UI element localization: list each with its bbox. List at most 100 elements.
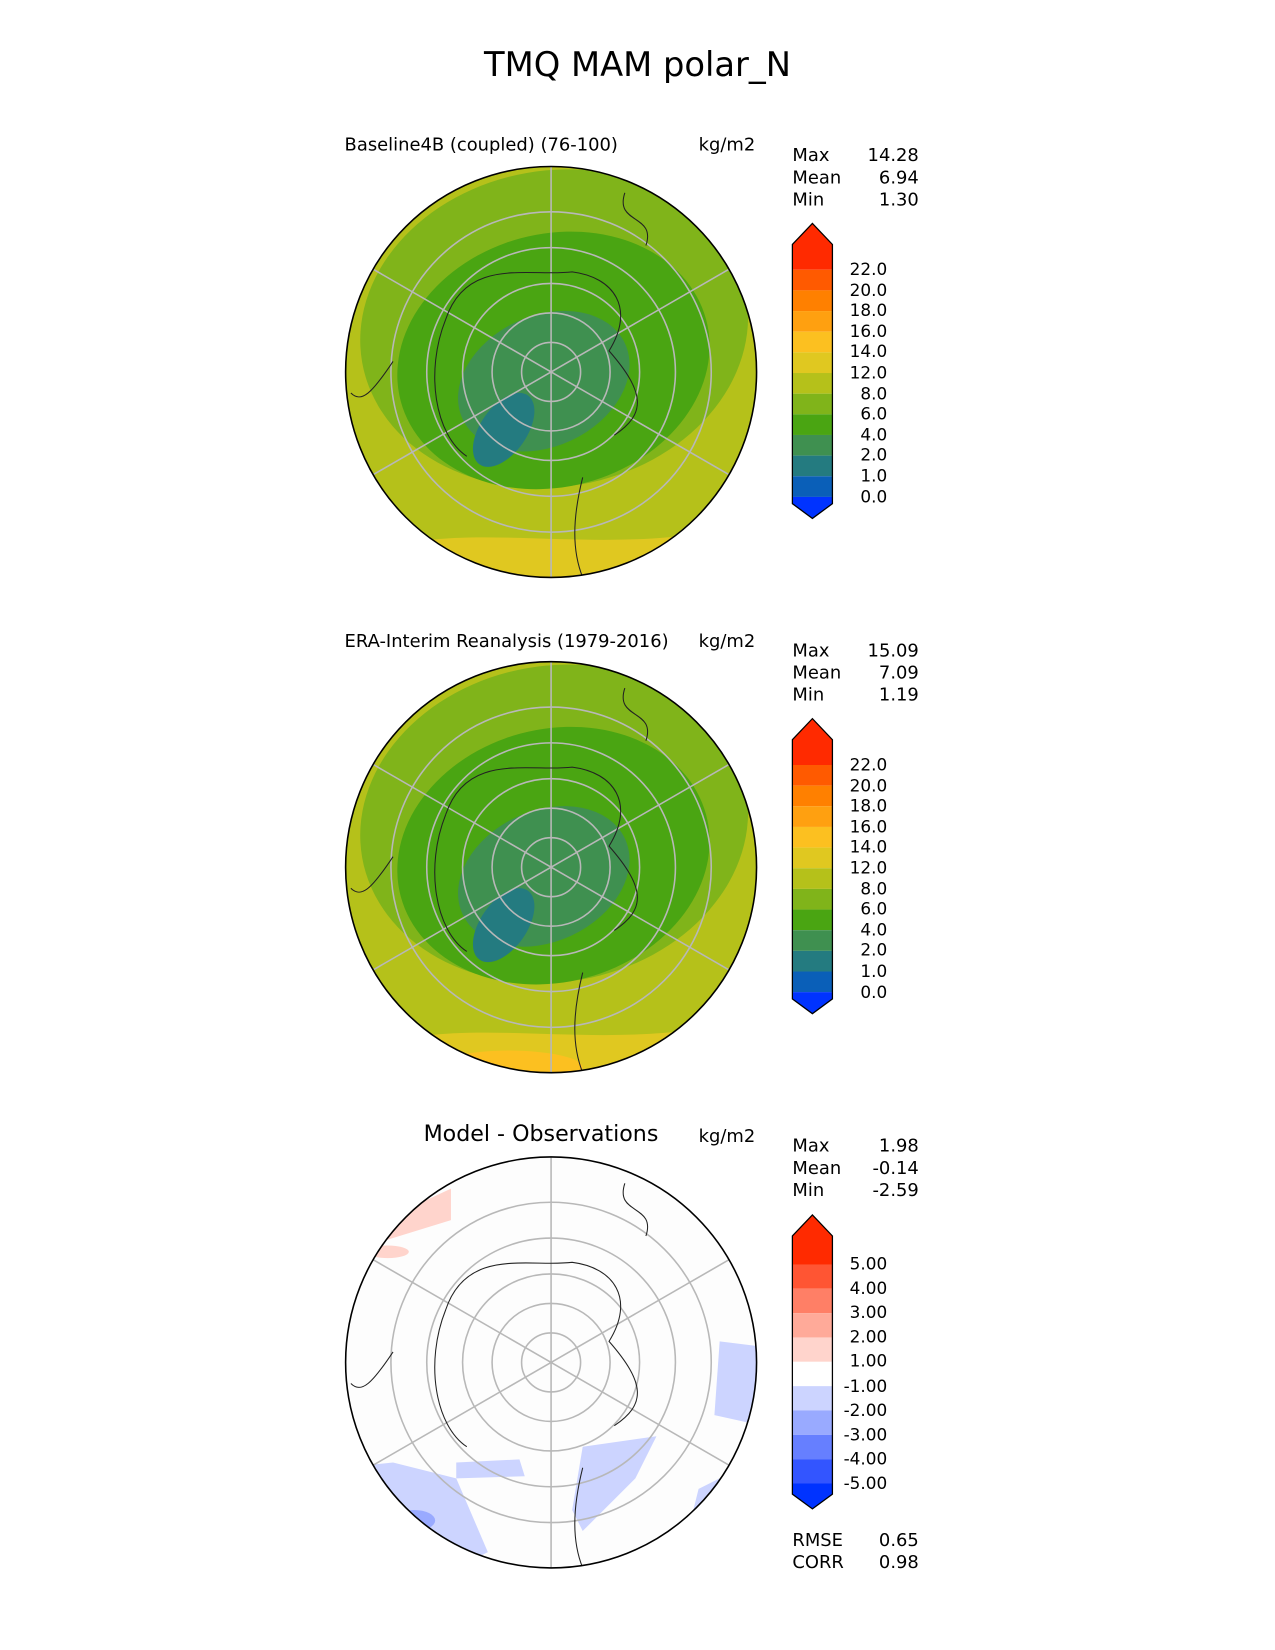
colorbar-tick-label: 14.0	[849, 341, 888, 362]
colorbar-tick-label: 12.0	[849, 362, 888, 383]
colorbar-band	[792, 434, 833, 456]
colorbar-band	[792, 847, 833, 869]
panel-2-title: ERA-Interim Reanalysis (1979-2016)	[344, 631, 669, 653]
panel-2-stat-values: 15.09 7.09 1.19	[843, 641, 919, 707]
meridian-line	[372, 763, 552, 868]
colorbar-tick-label: -3.00	[843, 1424, 888, 1445]
min-value: -2.59	[872, 1180, 919, 1202]
colorbar-3	[791, 1213, 834, 1510]
colorbar-tick-label: 14.0	[849, 837, 888, 858]
panel-3-stat-values: 1.98 -0.14 -2.59	[843, 1136, 919, 1202]
colorbar-band	[792, 1264, 833, 1289]
meridian-line	[372, 1259, 552, 1364]
colorbar-band	[792, 393, 833, 415]
colorbar-band	[792, 1459, 833, 1484]
colorbar-2	[791, 717, 834, 1015]
colorbar-outline	[791, 717, 834, 1015]
panel-1-units: kg/m2	[698, 134, 756, 156]
colorbar-tick-label: 1.00	[849, 1351, 888, 1372]
colorbar-band	[792, 785, 833, 807]
coastline	[350, 192, 649, 578]
colorbar-band	[792, 455, 833, 477]
colorbar-extend-min	[792, 992, 833, 1014]
colorbar-outline	[791, 222, 834, 520]
colorbar-band	[792, 476, 833, 497]
colorbar-tick-label: -1.00	[843, 1375, 888, 1396]
max-value: 14.28	[867, 145, 919, 167]
colorbar-band	[792, 764, 833, 786]
colorbar-tick-label: 18.0	[849, 795, 888, 816]
colorbar-tick-label: 2.00	[849, 1326, 888, 1347]
colorbar-band	[792, 971, 833, 993]
panel-1-stat-labels: Max Mean Min	[792, 145, 842, 211]
colorbar-tick-label: 8.0	[860, 878, 888, 899]
colorbar-extend-min	[792, 496, 833, 519]
colorbar-band	[792, 1410, 833, 1435]
colorbar-band	[792, 414, 833, 435]
mean-value: -0.14	[872, 1158, 919, 1180]
meridian-line	[372, 371, 552, 476]
colorbar-band	[792, 1386, 833, 1411]
colorbar-tick-label: 1.0	[860, 960, 888, 981]
colorbar-band	[792, 826, 833, 848]
colorbar-tick-label: 16.0	[849, 816, 888, 837]
colorbar-tick-label: 2.0	[860, 940, 888, 961]
colorbar-tick-label: 20.0	[849, 279, 888, 300]
colorbar-tick-label: 20.0	[849, 775, 888, 796]
panel-2-stat-labels: Max Mean Min	[792, 640, 842, 706]
metric-values: 0.65 0.98	[843, 1530, 919, 1574]
colorbar-band	[792, 950, 833, 972]
colorbar-tick-label: -2.00	[843, 1399, 888, 1420]
colorbar-tick-label: 12.0	[849, 857, 888, 878]
negative-region	[572, 1436, 657, 1532]
colorbar-extend-min	[792, 1483, 833, 1509]
panel-1-title: Baseline4B (coupled) (76-100)	[344, 134, 618, 156]
panel-1-stat-values: 14.28 6.94 1.30	[843, 145, 919, 211]
coastline	[350, 1183, 649, 1568]
colorbar-tick-label: 4.0	[860, 919, 888, 940]
colorbar-band	[792, 373, 833, 394]
meridian-line	[372, 1361, 552, 1466]
colorbar-band	[792, 331, 833, 353]
meridian-line	[550, 1259, 730, 1364]
corr-value: 0.98	[878, 1552, 919, 1574]
meridian-line	[550, 1361, 730, 1466]
mean-value: 7.09	[878, 662, 919, 684]
colorbar-band	[792, 806, 833, 827]
colorbar-tick-label: 6.0	[860, 403, 888, 424]
negative-region	[714, 1341, 757, 1426]
colorbar-tick-label: -4.00	[843, 1448, 888, 1469]
colorbar-band	[792, 311, 833, 332]
colorbar-tick-label: 22.0	[849, 754, 888, 775]
panel-3-stat-labels: Max Mean Min	[792, 1135, 842, 1202]
field-1-2	[472, 888, 535, 963]
min-value: 1.30	[878, 189, 919, 211]
colorbar-tick-label: 0.0	[860, 981, 888, 1002]
colorbar-tick-label: 16.0	[849, 321, 888, 342]
negative-region	[456, 1459, 525, 1479]
meridian-line	[550, 268, 730, 373]
colorbar-tick-label: 18.0	[849, 300, 888, 321]
colorbar-band	[792, 930, 833, 951]
colorbar-band	[792, 1361, 833, 1387]
colorbar-band	[792, 1288, 833, 1314]
metric-labels: RMSE CORR	[792, 1529, 844, 1574]
colorbar-tick-label: -5.00	[843, 1472, 888, 1493]
field-1-2	[472, 392, 535, 467]
colorbar-tick-label: 1.0	[860, 465, 888, 486]
colorbar-extend-max	[792, 718, 833, 765]
map-border	[344, 660, 758, 1074]
colorbar-band	[792, 888, 833, 910]
colorbar-tick-label: 4.0	[860, 424, 888, 445]
colorbar-tick-label: 22.0	[849, 259, 888, 280]
meridian-line	[550, 866, 730, 971]
colorbar-band	[792, 1434, 833, 1460]
colorbar-band	[792, 290, 833, 312]
colorbar-tick-label: 2.0	[860, 445, 888, 466]
colorbar-outline	[791, 1213, 834, 1510]
colorbar-extend-max	[792, 223, 833, 270]
colorbar-tick-label: 4.00	[849, 1278, 888, 1299]
field-14-16	[435, 1050, 583, 1073]
map-1	[345, 166, 757, 578]
